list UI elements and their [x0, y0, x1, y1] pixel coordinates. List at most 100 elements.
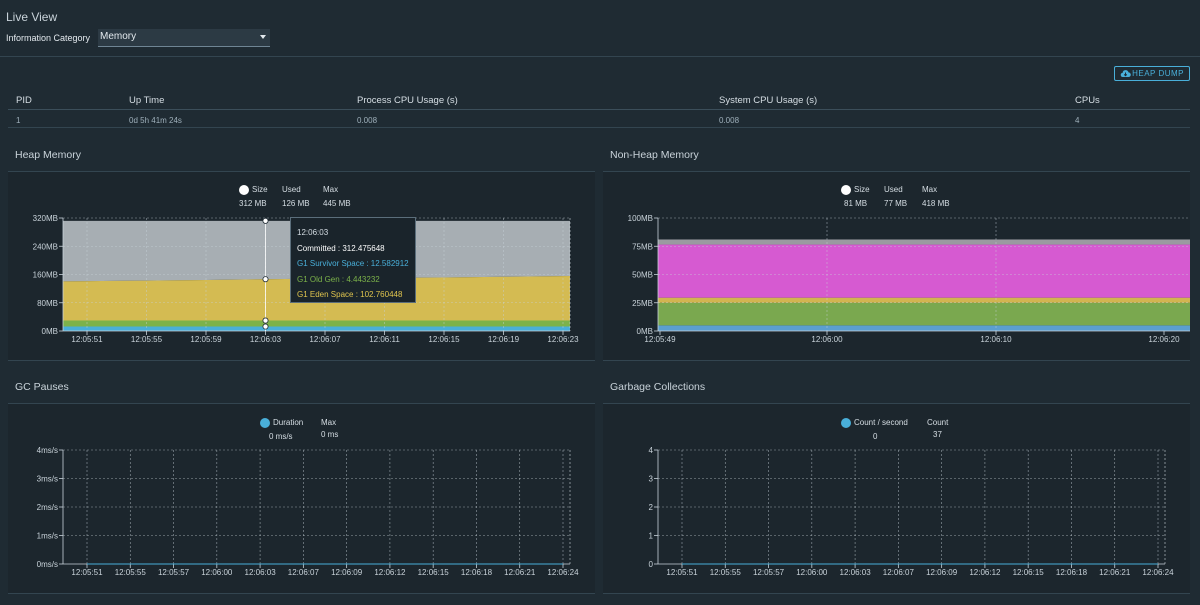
gc-count-x-tick-label: 12:05:55: [710, 568, 742, 577]
gc-pauses-panel: [8, 404, 595, 594]
count-per-second-legend-dot-icon[interactable]: [841, 418, 851, 428]
size-legend-dot-icon[interactable]: [841, 185, 851, 195]
nonheap-y-tick-label: 100MB: [628, 214, 653, 223]
nonheap-legend-max-value: 418 MB: [922, 199, 950, 208]
heap-legend-used-label: Used: [282, 185, 301, 194]
heap-y-tick-label: 80MB: [37, 299, 58, 308]
table-header-divider: [8, 109, 1190, 110]
gc-pauses-x-tick-label: 12:06:18: [461, 568, 493, 577]
gc-pauses-y-tick-label: 3ms/s: [37, 475, 58, 484]
cell-cpus: 4: [1075, 116, 1080, 125]
gc-count-x-tick-label: 12:06:18: [1056, 568, 1088, 577]
tooltip-time: 12:06:03: [297, 228, 329, 237]
duration-legend-dot-icon[interactable]: [260, 418, 270, 428]
nonheap-x-tick-label: 12:05:49: [644, 335, 676, 344]
hover-point: [262, 217, 269, 224]
heap-memory-chart[interactable]: 0MB 80MB 160MB 240MB 320MB 12:05:51 12:05:55 12…: [8, 208, 595, 348]
header-divider: [0, 56, 1200, 57]
heap-x-tick-label: 12:05:59: [190, 335, 222, 344]
garbage-collections-chart[interactable]: 0 1 2 3 4 12:05:51 12:05:55 12:05:57 12:06:00 12:…: [603, 440, 1190, 582]
heap-y-tick-label: 240MB: [33, 242, 58, 251]
heap-y-tick-label: 0MB: [42, 327, 58, 336]
gc-pauses-x-tick-label: 12:05:51: [71, 568, 103, 577]
column-header-process-cpu: Process CPU Usage (s): [357, 95, 458, 106]
tooltip-committed: Committed : 312.475648: [297, 243, 385, 253]
gc-pauses-y-tick-label: 2ms/s: [37, 503, 58, 512]
nonheap-x-tick-label: 12:06:00: [811, 335, 843, 344]
hover-point: [262, 276, 269, 283]
category-select[interactable]: Memory: [98, 29, 270, 47]
heap-y-tick-label: 160MB: [33, 271, 58, 280]
nonheap-yellow-band: [658, 297, 1190, 303]
gc-pauses-x-tick-label: 12:06:15: [418, 568, 450, 577]
cloud-download-icon: [1120, 70, 1131, 78]
heap-legend-max-value: 445 MB: [323, 199, 351, 208]
nonheap-memory-title: Non-Heap Memory: [610, 149, 699, 161]
tooltip-survivor: G1 Survivor Space : 12.582912: [297, 259, 409, 268]
gc-pauses-y-tick-label: 4ms/s: [37, 446, 58, 455]
cell-uptime: 0d 5h 41m 24s: [129, 116, 182, 125]
gc-pauses-x-tick-label: 12:06:12: [374, 568, 406, 577]
old-gen-area: [63, 320, 570, 327]
nonheap-gray-band: [658, 239, 1190, 245]
heap-dump-label: HEAP DUMP: [1132, 69, 1184, 78]
gc-pauses-x-tick-label: 12:06:21: [504, 568, 536, 577]
gc-count-x-tick-label: 12:06:21: [1099, 568, 1131, 577]
heap-legend-used-value: 126 MB: [282, 199, 310, 208]
heap-x-tick-label: 12:06:23: [547, 335, 579, 344]
tooltip-old-gen: G1 Old Gen : 4.443232: [297, 274, 380, 284]
category-select-value: Memory: [100, 31, 137, 42]
size-legend-dot-icon[interactable]: [239, 185, 249, 195]
gc-legend-count-sec-label: Count / second: [854, 418, 908, 427]
gc-count-x-tick-label: 12:06:12: [969, 568, 1001, 577]
gc-pauses-chart[interactable]: 0ms/s 1ms/s 2ms/s 3ms/s 4ms/s 12:05:51 12:05:5…: [8, 440, 595, 582]
gc-count-x-tick-label: 12:06:15: [1013, 568, 1045, 577]
heap-x-tick-label: 12:06:15: [428, 335, 460, 344]
heap-dump-button[interactable]: HEAP DUMP: [1114, 66, 1190, 81]
gc-pauses-title-divider: [8, 403, 595, 404]
nonheap-y-tick-label: 25MB: [632, 299, 653, 308]
column-header-pid: PID: [16, 95, 32, 106]
gc-legend-count-label: Count: [927, 418, 949, 427]
gc-count-x-tick-label: 12:06:07: [883, 568, 915, 577]
gc-pauses-x-tick-label: 12:05:57: [158, 568, 190, 577]
heap-x-tick-label: 12:06:19: [488, 335, 520, 344]
survivor-space-area: [63, 326, 570, 331]
category-label: Information Category: [6, 33, 91, 43]
gc-pauses-legend-duration-label: Duration: [273, 418, 304, 427]
nonheap-blue-band: [658, 325, 1190, 331]
garbage-collections-title: Garbage Collections: [610, 381, 706, 393]
heap-x-tick-label: 12:05:51: [71, 335, 103, 344]
nonheap-legend-used-value: 77 MB: [884, 199, 908, 208]
gc-count-y-tick-label: 3: [649, 475, 654, 484]
gc-count-x-tick-label: 12:05:57: [753, 568, 785, 577]
nonheap-memory-chart[interactable]: 0MB 25MB 50MB 75MB 100MB 12:05:49 12:06:00 12:0…: [603, 208, 1190, 348]
garbage-collections-panel: [603, 404, 1190, 594]
heap-legend-max-label: Max: [323, 185, 339, 194]
nonheap-x-tick-label: 12:06:10: [980, 335, 1012, 344]
nonheap-legend-used-label: Used: [884, 185, 903, 194]
gc-count-y-tick-label: 0: [649, 560, 654, 569]
heap-legend-size-label: Size: [252, 185, 268, 194]
nonheap-y-tick-label: 75MB: [632, 242, 653, 251]
gc-count-y-tick-label: 4: [649, 446, 654, 455]
nonheap-x-tick-label: 12:06:20: [1148, 335, 1180, 344]
gc-count-x-tick-label: 12:06:09: [926, 568, 958, 577]
cell-pid: 1: [16, 116, 21, 125]
nonheap-green-band: [658, 302, 1190, 326]
hover-point: [262, 323, 269, 330]
gc-pauses-title: GC Pauses: [15, 381, 69, 393]
gc-count-x-tick-label: 12:06:00: [796, 568, 828, 577]
heap-x-tick-label: 12:05:55: [131, 335, 163, 344]
cell-system-cpu: 0.008: [719, 116, 740, 125]
gc-count-x-tick-label: 12:06:03: [840, 568, 872, 577]
gc-count-y-tick-label: 1: [649, 532, 654, 541]
column-header-cpus: CPUs: [1075, 95, 1100, 106]
garbage-collections-title-divider: [603, 403, 1190, 404]
gc-pauses-x-tick-label: 12:06:07: [288, 568, 320, 577]
page-title: Live View: [6, 10, 58, 24]
gc-pauses-y-tick-label: 0ms/s: [37, 560, 58, 569]
column-header-system-cpu: System CPU Usage (s): [719, 95, 818, 106]
hover-point: [262, 317, 269, 324]
heap-x-tick-label: 12:06:11: [369, 335, 400, 344]
